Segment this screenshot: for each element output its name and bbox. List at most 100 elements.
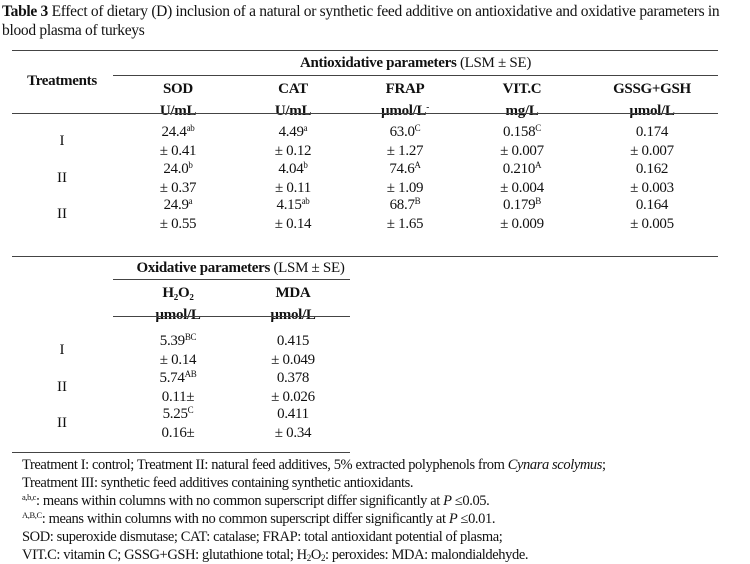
column-header-vit-c: VIT.C mg/L — [467, 78, 577, 122]
se-value: ± 0.007 — [500, 143, 544, 159]
significance-superscript: C — [414, 123, 421, 133]
significance-superscript: C — [187, 405, 194, 415]
group-header-suffix: (LSM ± SE) — [456, 55, 532, 71]
table1-group-rule — [113, 75, 718, 76]
unit-text: mg/L — [505, 103, 539, 119]
mean-value: 0.411 — [238, 405, 348, 424]
column-unit: µmol/L- — [350, 100, 460, 122]
se-value: ± 1.09 — [386, 179, 424, 196]
table-cell: 74.6A ± 1.09 — [350, 160, 460, 198]
significance-superscript: a — [303, 123, 308, 133]
se-value: ± 0.34 — [274, 425, 312, 441]
mean-value: 0.162 — [597, 160, 707, 179]
footnote-abbreviations-2: VIT.C: vitamin C; GSSG+GSH: glutathione … — [22, 546, 747, 564]
se-value: ± 0.11 — [275, 179, 311, 196]
column-header-cat: CAT U/mL — [238, 78, 348, 122]
table2-bottom-rule — [12, 452, 350, 453]
table-cell: 5.74AB 0.11± — [123, 369, 233, 407]
se-value: 0.11± — [161, 388, 195, 405]
mean-value: 24.0b — [123, 160, 233, 179]
mean-number: 5.74 — [159, 369, 185, 386]
unit-text: U/mL — [159, 103, 197, 119]
column-header-sod: SOD U/mL — [123, 78, 233, 122]
mean-value: 63.0C — [350, 123, 460, 142]
column-name: VIT.C — [502, 81, 542, 97]
treatment-label: II — [57, 415, 67, 431]
column-unit: U/mL — [238, 100, 348, 122]
treatment-label: II — [57, 169, 67, 186]
table-label: Table 3 — [2, 3, 48, 20]
column-unit: µmol/L — [597, 100, 707, 122]
mean-value: 0.415 — [238, 332, 348, 351]
se-value: ± 0.049 — [271, 352, 315, 368]
significance-superscript: B — [535, 196, 541, 206]
species-name: Cynara scolymus — [507, 457, 603, 473]
p-symbol: P — [448, 511, 458, 527]
table-cell: 0.162 ± 0.003 — [597, 160, 707, 198]
mean-value: 4.15ab — [238, 196, 348, 215]
mean-value: 0.174 — [597, 123, 707, 142]
mean-value: 0.179B — [467, 196, 577, 215]
mean-value: 5.74AB — [123, 369, 233, 388]
subscript: 2 — [306, 553, 312, 563]
se-value: ± 0.14 — [274, 216, 312, 232]
table-cell: 24.4ab ± 0.41 — [123, 123, 233, 161]
se-value: ± 1.65 — [386, 216, 424, 232]
mean-number: 63.0 — [389, 124, 415, 140]
column-unit: mg/L — [467, 100, 577, 122]
treatment-label: II — [57, 206, 67, 222]
mean-number: 5.39 — [159, 333, 185, 349]
mean-value: 24.9a — [123, 196, 233, 215]
caption-text: Effect of dietary (D) inclusion of a nat… — [2, 3, 720, 39]
mean-number: 0.210 — [502, 160, 536, 177]
se-value: ± 0.37 — [159, 179, 197, 196]
subscript: 2 — [320, 553, 326, 563]
mean-number: 4.15 — [276, 197, 302, 213]
mean-number: 5.25 — [162, 406, 188, 422]
mean-number: 0.162 — [635, 160, 669, 177]
unit-text: µmol/L — [381, 103, 427, 119]
mean-number: 0.174 — [635, 124, 669, 140]
column-header-frap: FRAP µmol/L- — [350, 78, 460, 122]
mean-number: 24.0 — [163, 160, 189, 177]
column-name: H₂O₂ — [162, 285, 194, 301]
superscript-letters: a,b,c — [22, 492, 37, 502]
footnote-text: ≤0.01. — [457, 511, 496, 527]
significance-superscript: A — [414, 159, 421, 170]
significance-superscript: ab — [301, 196, 310, 206]
mean-value: 0.158C — [467, 123, 577, 142]
treatment-label: II — [57, 378, 67, 395]
significance-superscript: B — [414, 196, 421, 206]
significance-superscript: BC — [184, 332, 197, 342]
se-value: ± 1.27 — [386, 143, 424, 159]
mean-value: 68.7B — [350, 196, 460, 215]
table-cell: 0.411 ± 0.34 — [238, 405, 348, 443]
se-value: ± 0.005 — [630, 216, 674, 232]
table-cell: 68.7B ± 1.65 — [350, 196, 460, 234]
se-value: ± 0.004 — [500, 179, 544, 196]
mean-value: 5.39BC — [123, 332, 233, 351]
table-cell: 0.158C ± 0.007 — [467, 123, 577, 161]
table1-header-rule — [12, 113, 718, 114]
mean-value: 4.49a — [238, 123, 348, 142]
footnote-text: ≤0.05. — [451, 493, 490, 509]
unit-text: µmol/L — [155, 307, 201, 323]
unit-text: µmol/L — [629, 103, 675, 119]
group-header-text: Antioxidative parameters — [299, 55, 457, 71]
table2-top-rule — [12, 256, 718, 257]
mean-number: 74.6 — [389, 160, 415, 177]
footnote-text: : means within columns with no common su… — [41, 511, 449, 527]
mean-number: 4.49 — [278, 124, 304, 140]
mean-value: 5.25C — [123, 405, 233, 424]
mean-number: 0.411 — [277, 406, 309, 422]
column-header-mda: MDA µmol/L — [238, 282, 348, 326]
p-symbol: P — [443, 493, 452, 509]
column-unit: µmol/L — [238, 304, 348, 326]
table2-header-rule — [113, 316, 350, 317]
table-cell: 0.210A ± 0.004 — [467, 160, 577, 198]
column-name: CAT — [278, 81, 308, 97]
table-cell: 4.04b ± 0.11 — [238, 160, 348, 198]
table-cell: 5.39BC ± 0.14 — [123, 332, 233, 370]
significance-superscript: b — [303, 159, 308, 170]
se-value: ± 0.009 — [500, 216, 544, 232]
